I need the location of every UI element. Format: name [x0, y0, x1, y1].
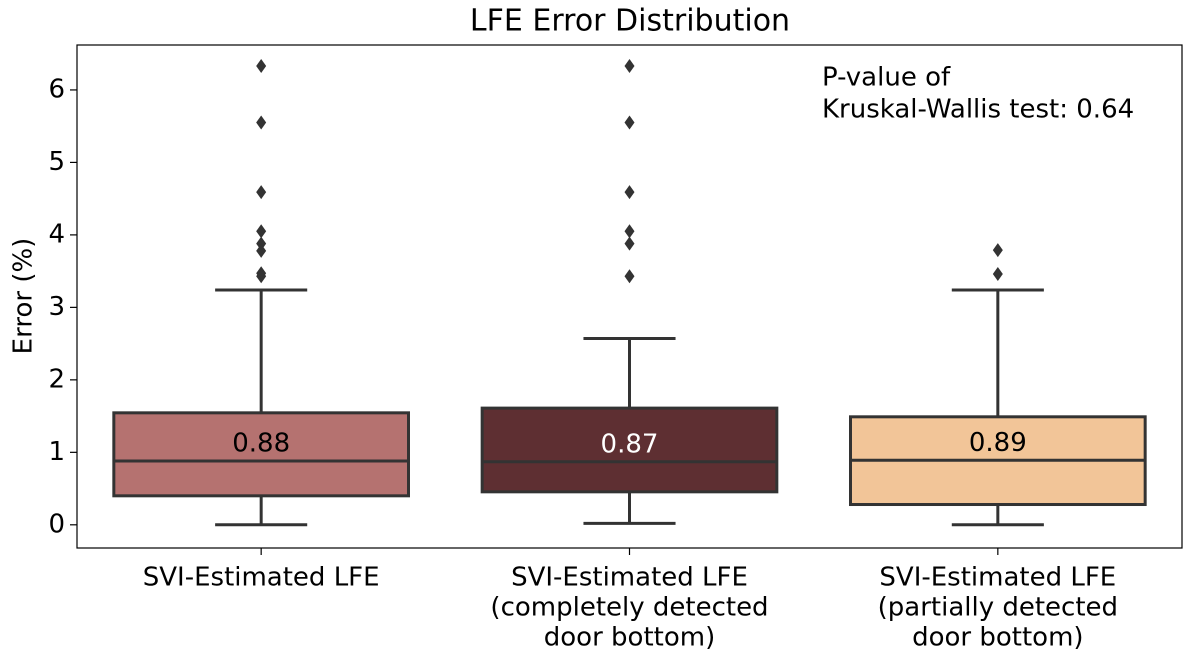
- outlier: [624, 115, 635, 130]
- outlier: [624, 269, 635, 284]
- box: [112, 411, 410, 498]
- y-tick-label: 2: [48, 364, 65, 394]
- median-label: 0.87: [601, 429, 659, 459]
- y-tick-label: 6: [48, 74, 65, 104]
- annotation: P-value of: [822, 63, 951, 93]
- outlier: [992, 267, 1003, 282]
- x-tick-label: door bottom): [544, 623, 715, 653]
- x-tick-label: SVI-Estimated LFE: [511, 563, 748, 593]
- x-tick-label: SVI-Estimated LFE: [879, 563, 1116, 593]
- outlier: [992, 243, 1003, 258]
- outlier: [256, 243, 267, 258]
- y-tick-label: 3: [48, 292, 65, 322]
- median-label: 0.89: [969, 428, 1027, 458]
- outlier: [256, 269, 267, 284]
- x-tick-label: (partially detected: [878, 593, 1118, 623]
- annotation: Kruskal-Wallis test: 0.64: [822, 95, 1134, 125]
- outlier: [256, 224, 267, 239]
- outlier: [256, 185, 267, 200]
- y-tick-label: 1: [48, 437, 65, 467]
- outlier: [256, 236, 267, 251]
- chart-title: LFE Error Distribution: [470, 4, 790, 39]
- outlier: [624, 236, 635, 251]
- x-tick-label: door bottom): [912, 623, 1083, 653]
- y-tick-label: 0: [48, 509, 65, 539]
- outlier: [624, 59, 635, 74]
- outlier: [256, 115, 267, 130]
- x-tick-label: SVI-Estimated LFE: [143, 563, 380, 593]
- y-axis-label: Error (%): [9, 238, 39, 355]
- box: [480, 406, 779, 494]
- outlier: [624, 224, 635, 239]
- x-tick-label: (completely detected: [490, 593, 768, 623]
- outlier: [256, 59, 267, 74]
- outlier: [624, 185, 635, 200]
- median-label: 0.88: [232, 429, 290, 459]
- y-tick-label: 4: [48, 219, 65, 249]
- y-tick-label: 5: [48, 147, 65, 177]
